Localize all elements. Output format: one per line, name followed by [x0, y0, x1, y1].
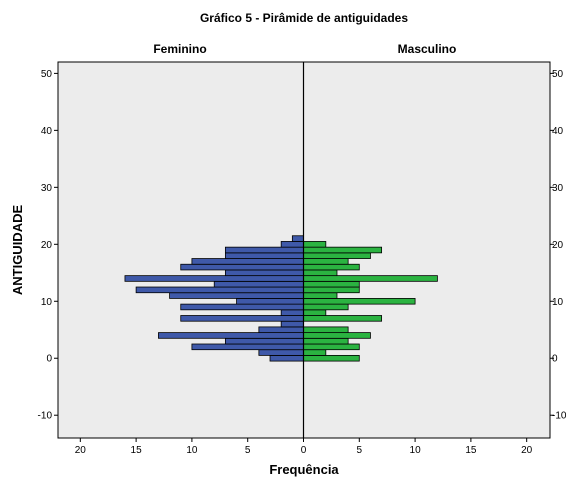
bar-feminino-21 [291, 235, 304, 242]
bar-masculino-17 [303, 258, 349, 265]
y-axis-label: ANTIGUIDADE [10, 205, 25, 296]
bar-feminino-16 [180, 263, 304, 271]
y-tick-label-left: 50 [41, 69, 53, 80]
bar-feminino-12 [135, 286, 304, 294]
bar-masculino-9 [303, 303, 349, 311]
y-tick-label-left: -10 [38, 411, 53, 422]
y-tick-label-left: 30 [41, 183, 53, 194]
bar-masculino-14 [303, 275, 438, 282]
bar-feminino-17 [191, 258, 304, 265]
y-tick-label-left: 20 [41, 240, 53, 251]
bar-feminino-0 [269, 354, 304, 362]
y-tick-label-right: -10 [552, 411, 567, 422]
bar-feminino-8 [280, 309, 304, 316]
bar-masculino-20 [303, 241, 327, 248]
bar-masculino-13 [303, 280, 360, 288]
x-tick-label: 10 [186, 445, 198, 456]
x-axis-label: Frequência [269, 462, 339, 477]
bar-feminino-7 [180, 315, 304, 322]
bar-feminino-4 [158, 332, 304, 339]
bar-feminino-15 [224, 269, 304, 277]
bar-masculino-15 [303, 269, 338, 277]
bar-masculino-11 [303, 292, 338, 299]
bar-masculino-5 [303, 326, 349, 334]
x-tick-label: 10 [410, 445, 422, 456]
x-tick-label: 15 [465, 445, 477, 456]
bar-feminino-13 [213, 280, 304, 288]
bar-masculino-18 [303, 252, 371, 259]
bar-feminino-5 [258, 326, 304, 334]
y-tick-label-right: 30 [552, 183, 564, 194]
x-tick-label: 15 [131, 445, 143, 456]
bar-feminino-18 [224, 252, 304, 259]
bar-feminino-2 [191, 343, 304, 351]
x-tick-label: 0 [301, 445, 307, 456]
bar-masculino-3 [303, 337, 349, 345]
bar-masculino-8 [303, 309, 327, 316]
bar-masculino-12 [303, 286, 360, 294]
y-tick-label-right: 20 [552, 240, 564, 251]
bar-masculino-0 [303, 354, 360, 362]
bar-masculino-1 [303, 349, 327, 356]
y-tick-label-right: 50 [552, 69, 564, 80]
bar-feminino-1 [258, 349, 304, 356]
y-tick-label-right: 0 [552, 354, 558, 365]
bar-feminino-19 [224, 246, 304, 254]
bar-feminino-3 [224, 337, 304, 345]
y-tick-label-right: 40 [552, 126, 564, 137]
bar-feminino-6 [280, 320, 304, 328]
bar-feminino-10 [236, 298, 304, 305]
x-tick-label: 20 [521, 445, 533, 456]
y-tick-label-left: 0 [46, 354, 52, 365]
x-tick-label: 5 [357, 445, 363, 456]
chart-title: Gráfico 5 - Pirâmide de antiguidades [200, 11, 408, 25]
bar-feminino-9 [180, 303, 304, 311]
x-tick-label: 5 [245, 445, 251, 456]
bar-masculino-2 [303, 343, 360, 351]
bar-masculino-7 [303, 315, 383, 322]
bar-masculino-16 [303, 263, 360, 271]
y-tick-label-left: 40 [41, 126, 53, 137]
panel-title-feminino: Feminino [153, 42, 206, 56]
bar-feminino-14 [124, 275, 304, 282]
y-tick-label-left: 10 [41, 297, 53, 308]
bar-masculino-4 [303, 332, 371, 339]
bar-masculino-19 [303, 246, 383, 254]
bar-feminino-11 [169, 292, 304, 299]
panel-title-masculino: Masculino [398, 42, 457, 56]
y-tick-label-right: 10 [552, 297, 564, 308]
x-tick-label: 20 [75, 445, 87, 456]
bar-feminino-20 [280, 241, 304, 248]
bar-masculino-10 [303, 298, 416, 305]
